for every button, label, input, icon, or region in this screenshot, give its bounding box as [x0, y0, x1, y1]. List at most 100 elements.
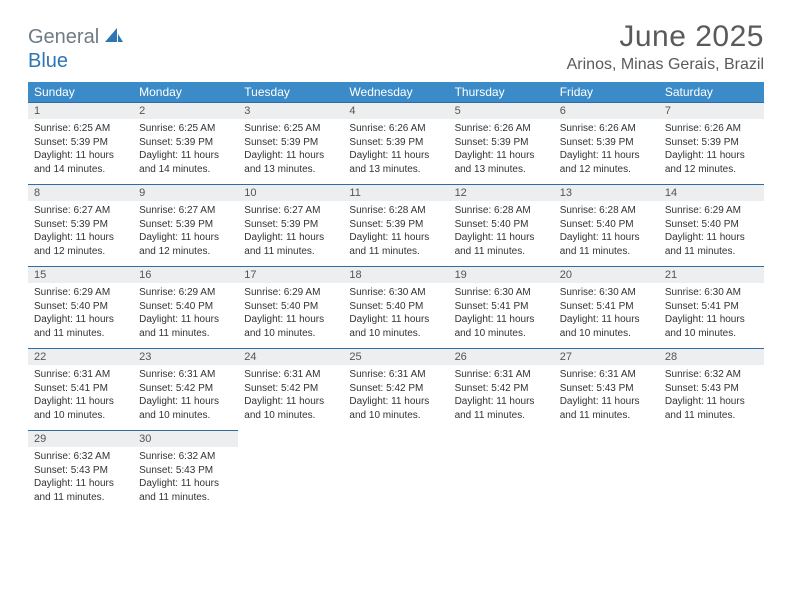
day-info-line: Daylight: 11 hours	[665, 313, 758, 327]
day-cell: 10Sunrise: 6:27 AMSunset: 5:39 PMDayligh…	[238, 184, 343, 266]
day-body: Sunrise: 6:32 AMSunset: 5:43 PMDaylight:…	[28, 447, 133, 512]
day-body: Sunrise: 6:29 AMSunset: 5:40 PMDaylight:…	[238, 283, 343, 348]
day-info-line: Daylight: 11 hours	[34, 313, 127, 327]
day-cell: .	[659, 430, 764, 512]
day-number: 5	[449, 103, 554, 119]
day-info-line: Daylight: 11 hours	[34, 231, 127, 245]
day-info-line: Sunset: 5:39 PM	[244, 136, 337, 150]
day-info-line: Daylight: 11 hours	[244, 313, 337, 327]
day-info-line: Daylight: 11 hours	[455, 231, 548, 245]
day-body: Sunrise: 6:31 AMSunset: 5:42 PMDaylight:…	[133, 365, 238, 430]
day-info-line: Daylight: 11 hours	[560, 395, 653, 409]
day-number: 17	[238, 267, 343, 283]
day-body: Sunrise: 6:28 AMSunset: 5:40 PMDaylight:…	[554, 201, 659, 266]
day-body: Sunrise: 6:30 AMSunset: 5:41 PMDaylight:…	[449, 283, 554, 348]
header: General June 2025 Arinos, Minas Gerais, …	[28, 20, 764, 74]
day-info-line: and 11 minutes.	[34, 327, 127, 341]
day-info-line: and 11 minutes.	[560, 409, 653, 423]
calendar-table: Sunday Monday Tuesday Wednesday Thursday…	[28, 82, 764, 512]
day-info-line: Sunrise: 6:25 AM	[34, 122, 127, 136]
week-row: 22Sunrise: 6:31 AMSunset: 5:41 PMDayligh…	[28, 348, 764, 430]
day-cell: 5Sunrise: 6:26 AMSunset: 5:39 PMDaylight…	[449, 102, 554, 184]
dow-mon: Monday	[133, 82, 238, 102]
day-info-line: Sunrise: 6:32 AM	[34, 450, 127, 464]
day-cell: 15Sunrise: 6:29 AMSunset: 5:40 PMDayligh…	[28, 266, 133, 348]
day-cell: 26Sunrise: 6:31 AMSunset: 5:42 PMDayligh…	[449, 348, 554, 430]
day-info-line: and 11 minutes.	[560, 245, 653, 259]
day-cell: 1 Sunrise: 6:25 AMSunset: 5:39 PMDaylight…	[28, 102, 133, 184]
day-cell: 27Sunrise: 6:31 AMSunset: 5:43 PMDayligh…	[554, 348, 659, 430]
day-number: 1	[28, 103, 133, 119]
day-cell: 19Sunrise: 6:30 AMSunset: 5:41 PMDayligh…	[449, 266, 554, 348]
day-info-line: Daylight: 11 hours	[665, 395, 758, 409]
day-number: 25	[343, 349, 448, 365]
day-body: Sunrise: 6:25 AMSunset: 5:39 PMDaylight:…	[238, 119, 343, 184]
logo: General	[28, 26, 128, 49]
day-body: Sunrise: 6:27 AMSunset: 5:39 PMDaylight:…	[238, 201, 343, 266]
day-info-line: Sunset: 5:43 PM	[139, 464, 232, 478]
day-info-line: and 10 minutes.	[244, 327, 337, 341]
day-number: 3	[238, 103, 343, 119]
day-info-line: Sunset: 5:39 PM	[34, 136, 127, 150]
day-body: Sunrise: 6:27 AMSunset: 5:39 PMDaylight:…	[133, 201, 238, 266]
title-block: June 2025 Arinos, Minas Gerais, Brazil	[567, 20, 764, 74]
dow-sun: Sunday	[28, 82, 133, 102]
day-cell: 7Sunrise: 6:26 AMSunset: 5:39 PMDaylight…	[659, 102, 764, 184]
logo-sail-icon	[104, 27, 124, 48]
day-number: 30	[133, 431, 238, 447]
day-number: 10	[238, 185, 343, 201]
day-body: Sunrise: 6:31 AMSunset: 5:42 PMDaylight:…	[449, 365, 554, 430]
day-info-line: Daylight: 11 hours	[455, 313, 548, 327]
day-number: 2	[133, 103, 238, 119]
day-info-line: Sunrise: 6:29 AM	[665, 204, 758, 218]
day-info-line: and 11 minutes.	[455, 245, 548, 259]
day-cell: 30Sunrise: 6:32 AMSunset: 5:43 PMDayligh…	[133, 430, 238, 512]
day-cell: 6Sunrise: 6:26 AMSunset: 5:39 PMDaylight…	[554, 102, 659, 184]
day-info-line: Sunset: 5:41 PM	[34, 382, 127, 396]
day-info-line: and 10 minutes.	[665, 327, 758, 341]
dow-tue: Tuesday	[238, 82, 343, 102]
day-info-line: Sunrise: 6:28 AM	[349, 204, 442, 218]
day-info-line: and 13 minutes.	[244, 163, 337, 177]
day-info-line: and 12 minutes.	[34, 245, 127, 259]
day-body: Sunrise: 6:29 AMSunset: 5:40 PMDaylight:…	[659, 201, 764, 266]
day-info-line: and 11 minutes.	[455, 409, 548, 423]
day-number: 13	[554, 185, 659, 201]
day-number: 11	[343, 185, 448, 201]
day-info-line: and 10 minutes.	[349, 409, 442, 423]
day-info-line: Sunset: 5:39 PM	[665, 136, 758, 150]
day-body: Sunrise: 6:31 AMSunset: 5:41 PMDaylight:…	[28, 365, 133, 430]
day-cell: 4Sunrise: 6:26 AMSunset: 5:39 PMDaylight…	[343, 102, 448, 184]
day-info-line: and 10 minutes.	[139, 409, 232, 423]
day-number: 4	[343, 103, 448, 119]
logo-text-general: General	[28, 26, 99, 49]
day-info-line: Sunrise: 6:29 AM	[139, 286, 232, 300]
week-row: 1Sunrise: 6:25 AMSunset: 5:39 PMDaylight…	[28, 102, 764, 184]
day-info-line: Sunrise: 6:26 AM	[455, 122, 548, 136]
day-info-line: and 11 minutes.	[34, 491, 127, 505]
day-info-line: Daylight: 11 hours	[139, 231, 232, 245]
day-info-line: and 13 minutes.	[455, 163, 548, 177]
day-info-line: Sunset: 5:39 PM	[139, 218, 232, 232]
day-cell: 16Sunrise: 6:29 AMSunset: 5:40 PMDayligh…	[133, 266, 238, 348]
day-info-line: Sunset: 5:39 PM	[139, 136, 232, 150]
day-info-line: Sunset: 5:43 PM	[560, 382, 653, 396]
day-cell: 22Sunrise: 6:31 AMSunset: 5:41 PMDayligh…	[28, 348, 133, 430]
day-info-line: Sunrise: 6:26 AM	[560, 122, 653, 136]
day-body: Sunrise: 6:31 AMSunset: 5:42 PMDaylight:…	[238, 365, 343, 430]
day-cell: 29Sunrise: 6:32 AMSunset: 5:43 PMDayligh…	[28, 430, 133, 512]
day-info-line: Daylight: 11 hours	[34, 149, 127, 163]
day-cell: .	[343, 430, 448, 512]
day-info-line: Daylight: 11 hours	[244, 395, 337, 409]
day-info-line: Sunrise: 6:30 AM	[455, 286, 548, 300]
day-info-line: Daylight: 11 hours	[349, 231, 442, 245]
day-info-line: Sunrise: 6:31 AM	[349, 368, 442, 382]
day-number: 9	[133, 185, 238, 201]
day-info-line: Daylight: 11 hours	[560, 231, 653, 245]
day-info-line: Sunset: 5:39 PM	[455, 136, 548, 150]
day-number: 6	[554, 103, 659, 119]
day-info-line: Daylight: 11 hours	[139, 395, 232, 409]
day-number: 8	[28, 185, 133, 201]
week-row: 8Sunrise: 6:27 AMSunset: 5:39 PMDaylight…	[28, 184, 764, 266]
day-info-line: Sunset: 5:40 PM	[560, 218, 653, 232]
